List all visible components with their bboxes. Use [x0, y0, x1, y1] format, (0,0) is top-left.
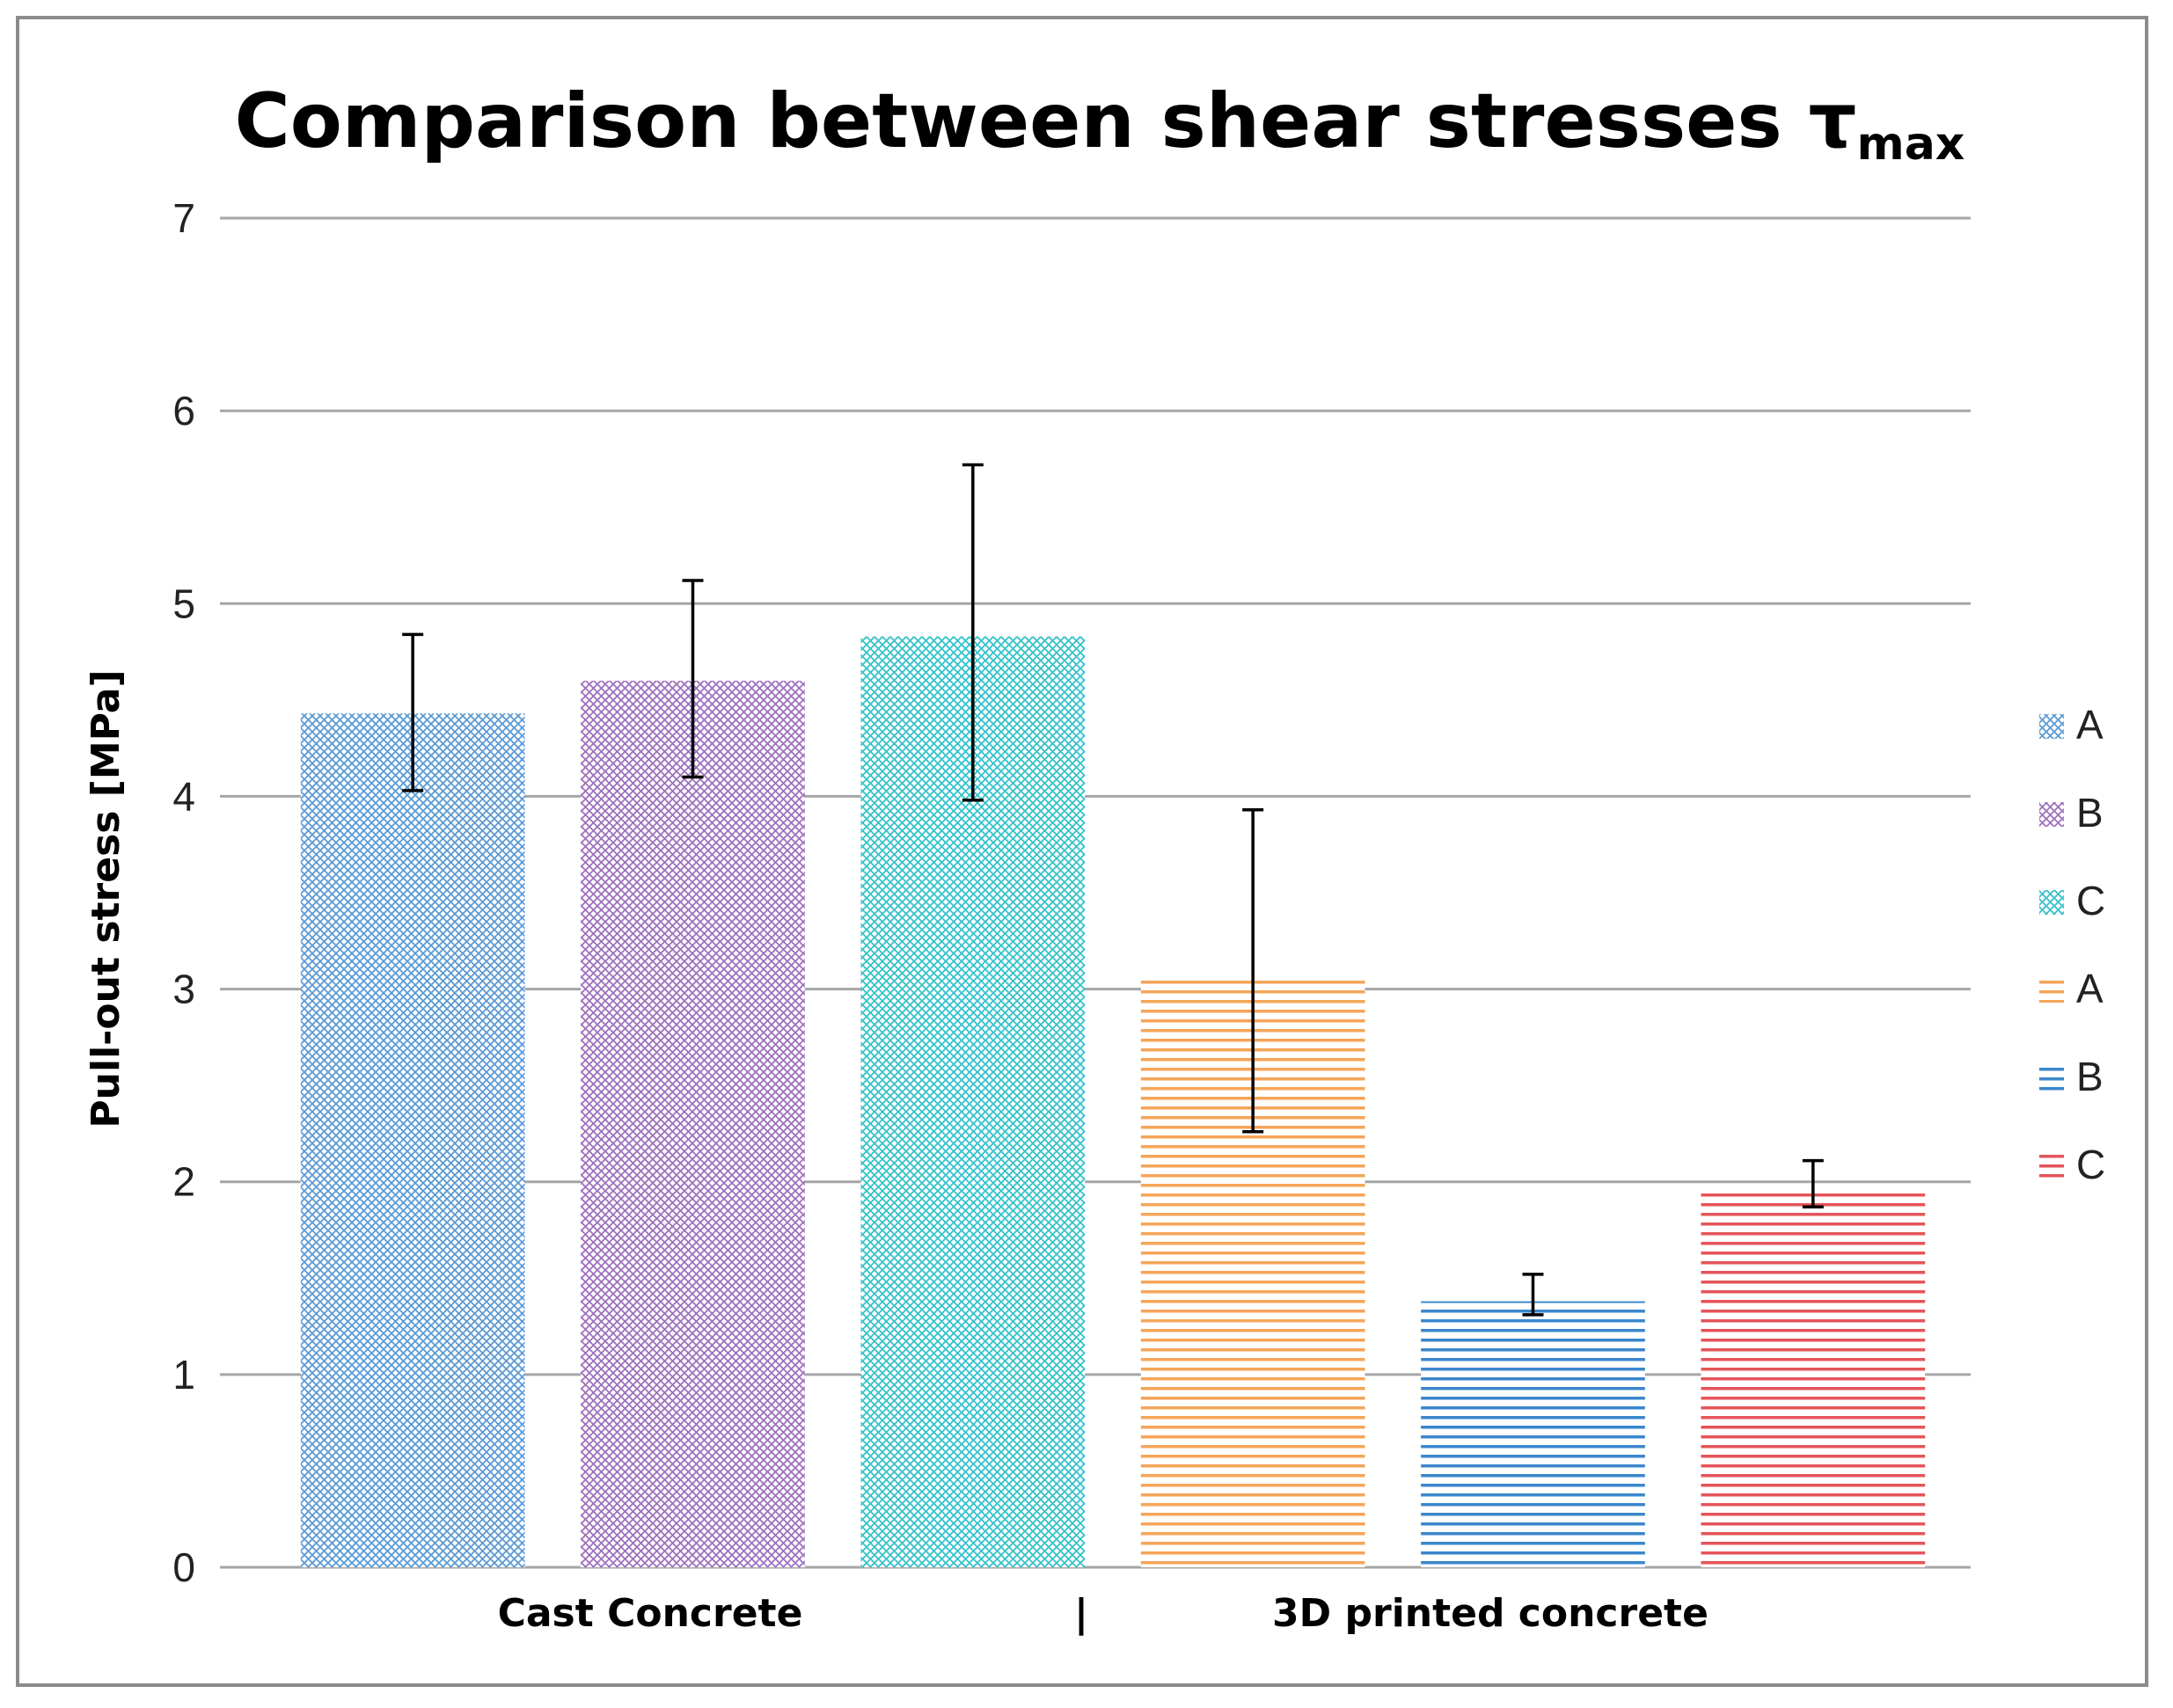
- legend-label: B: [2076, 790, 2103, 836]
- chart-frame: Comparison between shear stresses τmax 0…: [16, 16, 2148, 1687]
- legend-swatch: [2039, 1066, 2064, 1091]
- error-bar-cast-b: [682, 579, 704, 779]
- legend-label: C: [2076, 878, 2105, 923]
- chart-title-subscript: max: [1857, 118, 1965, 171]
- y-tick-label-0: 0: [172, 1544, 195, 1590]
- error-bars: [402, 463, 1824, 1317]
- y-tick-label-3: 3: [172, 967, 195, 1012]
- legend-label: C: [2076, 1142, 2105, 1187]
- legend-swatch: [2039, 1154, 2064, 1179]
- legend-swatch: [2039, 890, 2064, 915]
- legend-item-cast-b: B: [2039, 790, 2103, 836]
- group-label-cast: Cast Concrete: [498, 1591, 803, 1636]
- y-axis-title: Pull-out stress [MPa]: [84, 669, 128, 1128]
- y-tick-label-4: 4: [172, 773, 195, 819]
- legend-label: A: [2076, 702, 2103, 748]
- legend-item-3d-b: B: [2039, 1054, 2103, 1099]
- error-bar-3d-b: [1522, 1273, 1544, 1317]
- bar-3d-b: [1421, 1301, 1645, 1567]
- legend-item-3d-a: A: [2039, 966, 2103, 1011]
- error-bar-cast-c: [962, 463, 984, 802]
- y-tick-label-1: 1: [172, 1352, 195, 1398]
- group-label-3d: 3D printed concrete: [1272, 1591, 1708, 1636]
- chart-title-main: Comparison between shear stresses τ: [235, 77, 1857, 165]
- bar-3d-c: [1701, 1189, 1926, 1567]
- legend-item-cast-c: C: [2039, 878, 2105, 923]
- legend-item-cast-a: A: [2039, 702, 2103, 748]
- legend-swatch: [2039, 802, 2064, 827]
- bar-cast-b: [581, 680, 805, 1567]
- legend-swatch: [2039, 714, 2064, 739]
- group-separator: |: [1074, 1591, 1088, 1636]
- y-tick-label-6: 6: [172, 388, 195, 434]
- legend-swatch: [2039, 978, 2064, 1003]
- error-bar-cast-a: [402, 632, 424, 792]
- bars: [300, 636, 1926, 1567]
- legend-label: A: [2076, 966, 2103, 1011]
- y-tick-labels: 0 1 2 3 4 5 6 7: [172, 195, 195, 1590]
- chart-svg: Comparison between shear stresses τmax 0…: [84, 77, 2105, 1636]
- bar-cast-a: [300, 713, 525, 1567]
- error-bar-3d-a: [1242, 808, 1264, 1134]
- error-bar-3d-c: [1802, 1158, 1824, 1208]
- y-tick-label-5: 5: [172, 580, 195, 626]
- chart-title: Comparison between shear stresses τmax: [235, 77, 1965, 171]
- legend-item-3d-c: C: [2039, 1142, 2105, 1187]
- y-tick-label-2: 2: [172, 1159, 195, 1205]
- y-tick-label-7: 7: [172, 195, 195, 241]
- legend-label: B: [2076, 1054, 2103, 1099]
